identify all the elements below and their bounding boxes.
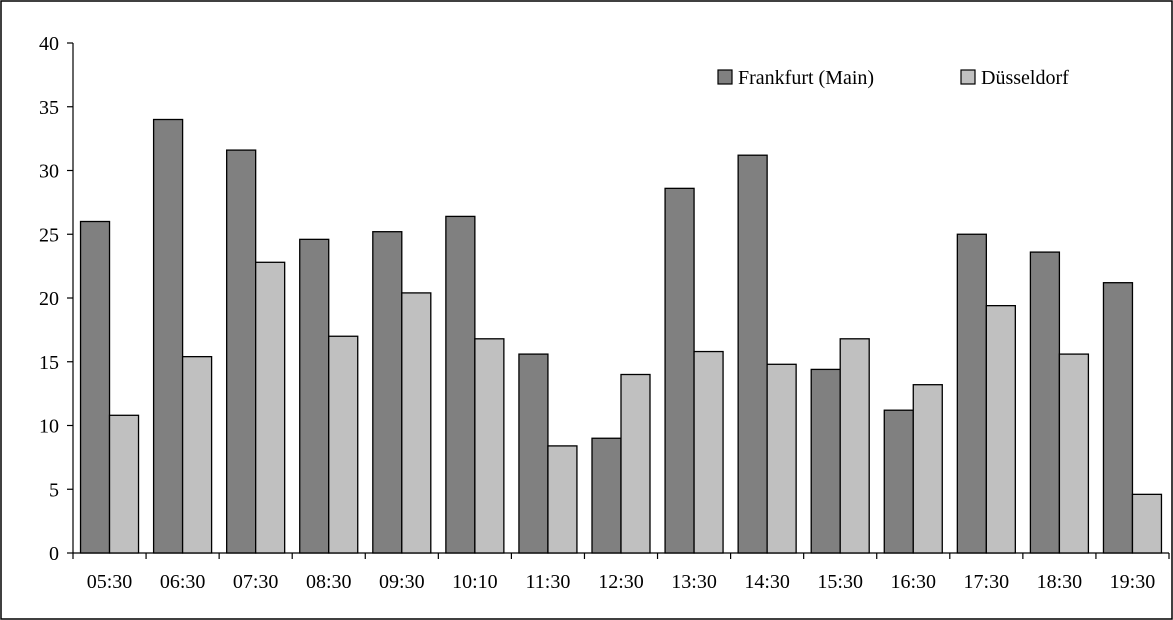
x-tick-label: 10:10 (452, 571, 498, 593)
bar-frankfurt-1730 (956, 233, 987, 554)
y-tick-label: 35 (39, 97, 59, 119)
y-tick-label: 15 (39, 352, 59, 374)
bar-frankfurt-1830 (1029, 251, 1061, 554)
y-tick-label: 0 (49, 543, 59, 565)
y-tick-label: 20 (39, 288, 59, 310)
x-tick-label: 16:30 (890, 571, 936, 593)
bar-duesseldorf-1530 (839, 338, 870, 554)
x-tick-label: 18:30 (1037, 571, 1083, 593)
bar-frankfurt-1930 (1102, 282, 1134, 554)
y-axis: 0 5 10 15 20 25 30 35 40 (39, 33, 74, 565)
bar-frankfurt-1330 (664, 187, 695, 554)
bar-duesseldorf-0930 (401, 292, 432, 554)
legend-label: Düsseldorf (981, 67, 1069, 89)
bar-duesseldorf-0630 (181, 355, 213, 554)
bar-frankfurt-1230 (591, 437, 622, 554)
legend-swatch (717, 69, 733, 85)
legend: Frankfurt (Main) Düsseldorf (717, 67, 1069, 89)
bar-frankfurt-1630 (883, 409, 914, 554)
bar-duesseldorf-1230 (620, 373, 651, 554)
bar-frankfurt-0830 (299, 238, 330, 554)
x-tick-label: 15:30 (817, 571, 863, 593)
bar-frankfurt-0730 (226, 149, 257, 554)
bars (79, 118, 1163, 554)
bar-duesseldorf-1430 (766, 363, 797, 554)
legend-swatch (960, 69, 976, 85)
x-tick-label: 19:30 (1110, 571, 1156, 593)
bar-frankfurt-1430 (737, 154, 768, 554)
bar-frankfurt-1530 (810, 368, 841, 554)
bar-duesseldorf-1630 (912, 384, 943, 554)
bar-duesseldorf-1010 (474, 338, 505, 554)
x-axis: 05:30 06:30 07:30 08:30 09:30 10:10 11:30 12:30… (72, 552, 1170, 593)
bar-duesseldorf-0730 (255, 261, 286, 554)
y-tick-label: 5 (49, 479, 59, 501)
bar-frankfurt-1010 (445, 215, 476, 554)
bar-frankfurt-0630 (152, 118, 184, 554)
bar-duesseldorf-0830 (328, 335, 359, 554)
y-tick-label: 10 (39, 416, 59, 438)
x-tick-label: 14:30 (744, 571, 790, 593)
y-tick-label: 25 (39, 224, 59, 246)
bar-duesseldorf-0530 (108, 414, 140, 554)
bar-duesseldorf-1730 (985, 304, 1016, 554)
bar-duesseldorf-1130 (547, 445, 578, 554)
x-tick-label: 13:30 (671, 571, 717, 593)
x-tick-label: 05:30 (87, 571, 133, 593)
y-tick-label: 30 (39, 161, 59, 183)
bar-frankfurt-0930 (372, 231, 403, 554)
x-tick-label: 06:30 (160, 571, 206, 593)
bar-duesseldorf-1930 (1131, 493, 1163, 554)
bar-duesseldorf-1330 (693, 350, 724, 554)
bar-duesseldorf-1830 (1058, 353, 1090, 554)
x-tick-label: 09:30 (379, 571, 425, 593)
legend-label: Frankfurt (Main) (738, 67, 874, 89)
x-tick-label: 07:30 (233, 571, 279, 593)
x-tick-label: 08:30 (306, 571, 352, 593)
bar-frankfurt-0530 (79, 220, 111, 554)
x-tick-label: 11:30 (526, 571, 571, 593)
x-tick-label: 17:30 (964, 571, 1010, 593)
bar-frankfurt-1130 (518, 353, 549, 554)
x-tick-label: 12:30 (598, 571, 644, 593)
y-tick-label: 40 (39, 33, 59, 55)
